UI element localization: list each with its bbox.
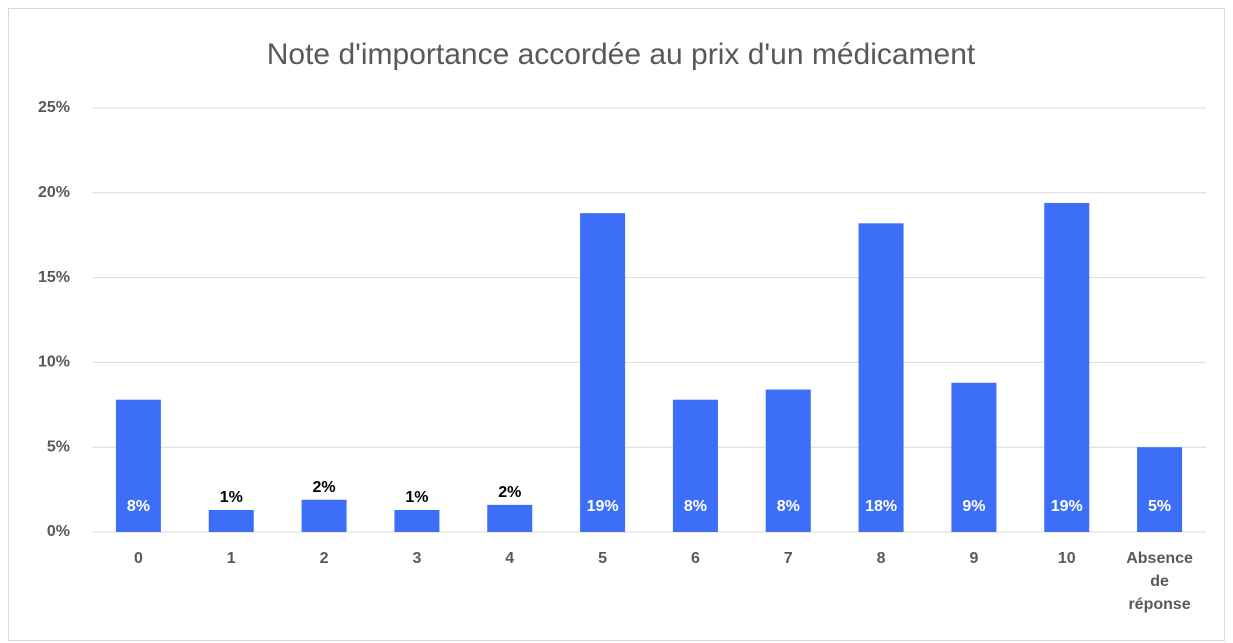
data-label: 19%	[1051, 498, 1083, 515]
data-label: 19%	[587, 498, 619, 515]
bar	[1137, 447, 1183, 532]
bar	[580, 213, 626, 533]
data-label: 2%	[313, 479, 336, 496]
data-label: 18%	[865, 498, 897, 515]
data-label: 5%	[1148, 498, 1171, 515]
x-tick-label: 10	[1057, 550, 1076, 567]
y-tick-label: 0%	[47, 523, 70, 540]
x-tick-label: 9	[969, 550, 979, 567]
y-tick-label: 10%	[38, 354, 70, 371]
data-label: 1%	[405, 489, 428, 506]
bar	[301, 499, 347, 532]
bar	[672, 399, 718, 532]
data-label: 8%	[777, 498, 800, 515]
bar	[1044, 202, 1090, 532]
x-tick-label: 2	[319, 550, 329, 567]
x-tick-label: 8	[876, 550, 886, 567]
bar	[115, 399, 161, 532]
y-tick-label: 15%	[38, 269, 70, 286]
bar	[394, 509, 440, 532]
bar	[951, 382, 997, 532]
bar	[858, 223, 904, 532]
x-tick-label: 5	[598, 550, 608, 567]
x-tick-label: 0	[133, 550, 143, 567]
y-tick-label: 25%	[38, 99, 70, 116]
bar	[765, 389, 811, 532]
data-label: 9%	[962, 498, 985, 515]
data-label: 1%	[220, 489, 243, 506]
y-tick-label: 20%	[38, 184, 70, 201]
y-tick-label: 5%	[47, 438, 70, 455]
chart-title: Note d'importance accordée au prix d'un …	[267, 38, 976, 71]
x-tick-label: 4	[505, 550, 515, 567]
x-tick-label: 3	[412, 550, 422, 567]
data-label: 8%	[127, 498, 150, 515]
bar	[487, 504, 533, 532]
x-tick-label: 1	[226, 550, 236, 567]
bar	[208, 509, 254, 532]
x-tick-label: 7	[783, 550, 793, 567]
data-label: 2%	[498, 484, 521, 501]
x-tick-label: Absence de réponse	[1126, 550, 1193, 613]
data-label: 8%	[684, 498, 707, 515]
x-tick-label: 6	[690, 550, 700, 567]
